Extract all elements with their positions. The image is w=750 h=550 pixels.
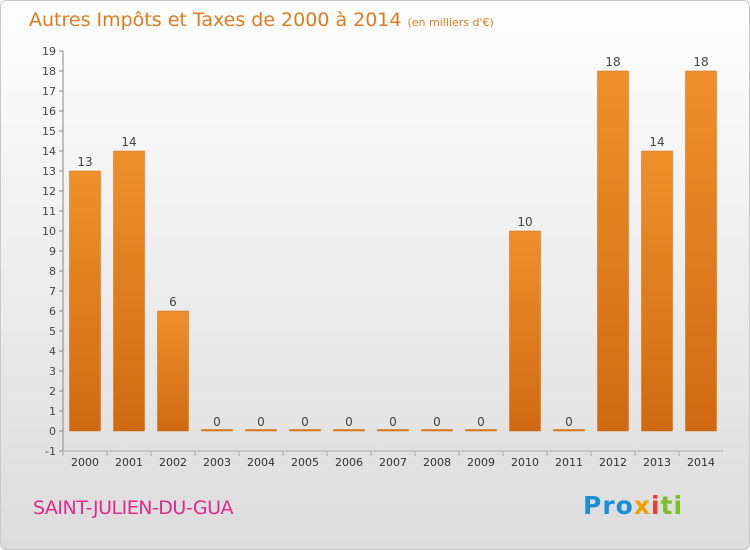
x-tick-label: 2005 (291, 456, 319, 469)
x-tick-label: 2012 (599, 456, 627, 469)
bar (245, 429, 277, 432)
x-tick-label: 2003 (203, 456, 231, 469)
bar-value-label: 0 (257, 415, 265, 429)
y-tick-label: 18 (42, 65, 56, 78)
x-tick-label: 2011 (555, 456, 583, 469)
bar (157, 310, 189, 432)
bar (509, 230, 541, 432)
chart-unit: (en milliers d'€) (407, 16, 494, 29)
y-tick-label: 10 (42, 225, 56, 238)
x-tick-label: 2010 (511, 456, 539, 469)
bar (69, 170, 101, 432)
chart-title: Autres Impôts et Taxes de 2000 à 2014 (en… (29, 9, 494, 31)
logo-part-2: x (633, 491, 651, 520)
y-tick-label: 14 (42, 145, 56, 158)
x-tick-label: 2007 (379, 456, 407, 469)
x-tick-label: 2009 (467, 456, 495, 469)
y-tick-label: 8 (49, 265, 56, 278)
y-tick-label: -1 (45, 445, 56, 458)
bar (377, 429, 409, 432)
x-tick-label: 2000 (71, 456, 99, 469)
bar-value-label: 0 (301, 415, 309, 429)
bar-value-label: 0 (433, 415, 441, 429)
bar (641, 150, 673, 432)
logo-part-4: ti (660, 491, 684, 520)
bar-value-label: 14 (649, 135, 664, 149)
y-tick-label: 9 (49, 245, 56, 258)
bar-value-label: 18 (605, 55, 620, 69)
bar-value-label: 0 (477, 415, 485, 429)
x-tick-label: 2006 (335, 456, 363, 469)
y-tick-label: 5 (49, 325, 56, 338)
bar-value-label: 0 (565, 415, 573, 429)
bar (465, 429, 497, 432)
y-tick-label: 19 (42, 45, 56, 58)
chart-title-text: Autres Impôts et Taxes de 2000 à 2014 (29, 9, 402, 31)
bar-value-label: 0 (345, 415, 353, 429)
y-tick-label: 4 (49, 345, 56, 358)
bar (289, 429, 321, 432)
y-tick-label: 3 (49, 365, 56, 378)
y-tick-label: 0 (49, 425, 56, 438)
bar-value-label: 6 (169, 295, 177, 309)
bar-value-label: 18 (693, 55, 708, 69)
bar-value-label: 14 (121, 135, 136, 149)
logo-part-1: Pro (583, 491, 634, 520)
y-tick-label: 13 (42, 165, 56, 178)
bar (553, 429, 585, 432)
y-tick-label: 15 (42, 125, 56, 138)
y-tick-label: 11 (42, 205, 56, 218)
proxiti-logo: Proxiti (583, 491, 683, 520)
y-tick-label: 2 (49, 385, 56, 398)
y-tick-label: 12 (42, 185, 56, 198)
x-tick-label: 2004 (247, 456, 275, 469)
bar (421, 429, 453, 432)
bar (685, 70, 717, 432)
bar-value-label: 0 (213, 415, 221, 429)
logo-part-3: i (650, 491, 661, 520)
y-tick-label: 1 (49, 405, 56, 418)
y-tick-label: 7 (49, 285, 56, 298)
y-tick-label: 17 (42, 85, 56, 98)
x-tick-label: 2008 (423, 456, 451, 469)
commune-name: SAINT-JULIEN-DU-GUA (33, 497, 234, 519)
bar-value-label: 13 (77, 155, 92, 169)
y-tick-label: 16 (42, 105, 56, 118)
y-tick-label: 6 (49, 305, 56, 318)
x-tick-label: 2002 (159, 456, 187, 469)
bar (113, 150, 145, 432)
x-tick-label: 2014 (687, 456, 715, 469)
x-tick-label: 2013 (643, 456, 671, 469)
bar (597, 70, 629, 432)
x-tick-label: 2001 (115, 456, 143, 469)
bar (201, 429, 233, 432)
bar-value-label: 10 (517, 215, 532, 229)
bar-value-label: 0 (389, 415, 397, 429)
bar (333, 429, 365, 432)
